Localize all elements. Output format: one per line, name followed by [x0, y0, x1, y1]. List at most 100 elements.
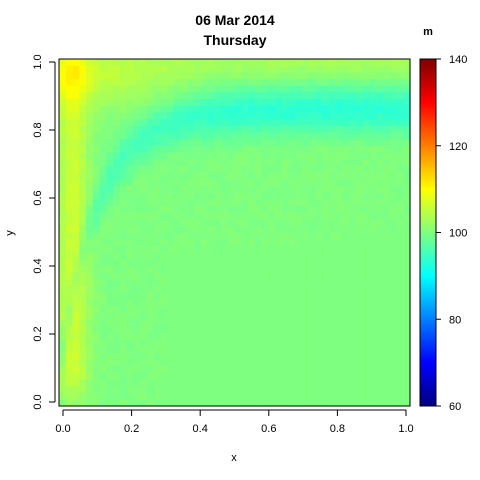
heatmap-cell — [322, 145, 330, 154]
heatmap-cell — [200, 279, 209, 287]
heatmap-cell — [261, 192, 269, 200]
heatmap-cell — [221, 132, 229, 140]
heatmap-cell — [79, 192, 87, 200]
heatmap-cell — [248, 285, 256, 294]
heatmap-cell — [349, 365, 357, 374]
heatmap-cell — [214, 205, 222, 214]
heatmap-cell — [59, 59, 67, 67]
heatmap-cell — [126, 232, 134, 240]
heatmap-cell — [295, 139, 303, 147]
heatmap-cell — [308, 392, 317, 400]
heatmap-cell — [288, 372, 296, 380]
heatmap-cell — [261, 205, 269, 214]
heatmap-cell — [194, 192, 202, 200]
heatmap-cell — [362, 192, 371, 200]
heatmap-cell — [59, 72, 67, 80]
heatmap-cell — [295, 399, 303, 407]
heatmap-cell — [261, 305, 269, 314]
heatmap-cell — [140, 259, 148, 267]
heatmap-cell — [356, 279, 364, 287]
heatmap-cell — [160, 239, 168, 247]
heatmap-cell — [322, 105, 330, 113]
heatmap-cell — [349, 79, 357, 87]
heatmap-cell — [234, 72, 242, 80]
heatmap-cell — [383, 85, 391, 93]
heatmap-cell — [167, 239, 175, 247]
heatmap-cell — [167, 145, 175, 154]
heatmap-cell — [349, 139, 357, 147]
heatmap-cell — [308, 139, 317, 147]
heatmap-cell — [281, 185, 290, 194]
heatmap-cell — [349, 399, 357, 407]
heatmap-cell — [153, 219, 161, 227]
heatmap-cell — [194, 219, 202, 227]
heatmap-cell — [133, 319, 141, 327]
heatmap-cell — [180, 79, 188, 87]
heatmap-cell — [315, 225, 323, 234]
heatmap-cell — [302, 165, 310, 174]
heatmap-cell — [79, 325, 87, 334]
heatmap-cell — [173, 145, 182, 154]
heatmap-cell — [248, 105, 256, 113]
heatmap-cell — [329, 185, 337, 194]
heatmap-cell — [315, 212, 323, 220]
heatmap-cell — [187, 312, 195, 320]
heatmap-cell — [254, 212, 263, 220]
heatmap-cell — [234, 179, 242, 187]
heatmap-cell — [288, 385, 296, 394]
heatmap-cell — [92, 372, 101, 380]
heatmap-cell — [389, 359, 398, 367]
heatmap-cell — [180, 172, 188, 180]
heatmap-cell — [200, 379, 209, 387]
heatmap-cell — [315, 279, 323, 287]
heatmap-cell — [329, 399, 337, 407]
heatmap-cell — [140, 392, 148, 400]
heatmap-cell — [241, 199, 249, 207]
heatmap-cell — [241, 65, 249, 73]
heatmap-cell — [362, 119, 371, 127]
heatmap-cell — [167, 92, 175, 100]
heatmap-cell — [214, 365, 222, 374]
heatmap-cell — [86, 219, 94, 227]
heatmap-cell — [146, 365, 155, 374]
heatmap-cell — [99, 372, 107, 380]
heatmap-cell — [133, 65, 141, 73]
heatmap-cell — [59, 139, 67, 147]
heatmap-cell — [99, 125, 107, 133]
heatmap-cell — [86, 379, 94, 387]
heatmap-cell — [356, 212, 364, 220]
heatmap-cell — [383, 179, 391, 187]
heatmap-cell — [288, 72, 296, 80]
heatmap-cell — [248, 185, 256, 194]
heatmap-cell — [241, 139, 249, 147]
heatmap-cell — [99, 285, 107, 294]
heatmap-cell — [106, 232, 114, 240]
heatmap-cell — [126, 105, 134, 113]
heatmap-cell — [261, 312, 269, 320]
heatmap-cell — [288, 199, 296, 207]
heatmap-cell — [403, 245, 411, 254]
heatmap-cell — [106, 292, 114, 300]
heatmap-cell — [65, 279, 74, 287]
heatmap-cell — [72, 152, 80, 160]
heatmap-cell — [254, 125, 263, 133]
heatmap-cell — [329, 319, 337, 327]
heatmap-cell — [369, 319, 377, 327]
heatmap-cell — [72, 145, 80, 154]
heatmap-cell — [119, 345, 128, 354]
heatmap-cell — [295, 272, 303, 280]
heatmap-cell — [65, 345, 74, 354]
heatmap-cell — [261, 259, 269, 267]
heatmap-cell — [173, 365, 182, 374]
heatmap-cell — [160, 265, 168, 274]
heatmap-cell — [349, 239, 357, 247]
heatmap-cell — [288, 279, 296, 287]
heatmap-cell — [140, 225, 148, 234]
heatmap-cell — [160, 339, 168, 347]
heatmap-cell — [275, 379, 283, 387]
heatmap-cell — [362, 225, 371, 234]
heatmap-cell — [59, 225, 67, 234]
heatmap-cell — [248, 292, 256, 300]
heatmap-cell — [241, 185, 249, 194]
heatmap-cell — [322, 92, 330, 100]
